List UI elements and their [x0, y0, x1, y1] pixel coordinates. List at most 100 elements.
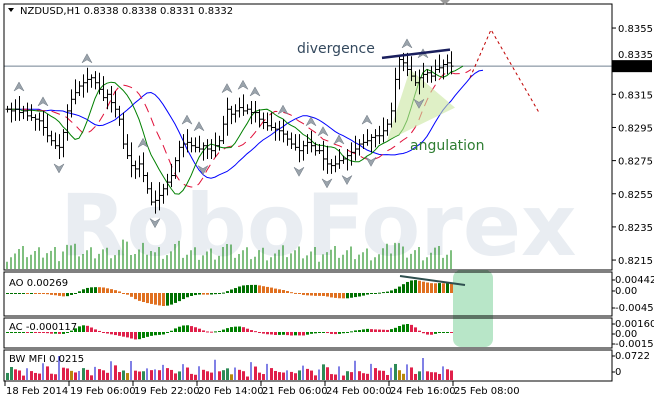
price-bar	[333, 155, 338, 173]
mfi-bar	[22, 375, 25, 380]
ac-bar	[446, 332, 449, 333]
mfi-bar	[274, 370, 277, 380]
mfi-bar	[230, 374, 233, 380]
price-bar	[265, 112, 270, 131]
ac-bar	[246, 328, 249, 332]
price-bar	[121, 112, 126, 150]
mfi-bar	[238, 369, 241, 380]
ac-bar	[358, 330, 361, 332]
ao-bar	[126, 293, 129, 295]
price-bar	[257, 109, 262, 128]
mfi-bar	[434, 372, 437, 380]
price-panel[interactable]	[4, 28, 612, 269]
ac-bar	[42, 332, 45, 333]
mfi-bar	[150, 370, 153, 380]
price-bar	[109, 86, 114, 113]
ac-bar	[334, 332, 337, 335]
ao-bar	[190, 293, 193, 296]
ac-bar	[98, 330, 101, 332]
ao-bar	[34, 293, 37, 294]
ac-bar	[366, 328, 369, 332]
ao-bar	[346, 293, 349, 299]
ao-bar	[322, 293, 325, 296]
price-bar	[69, 89, 74, 118]
ac-bar	[266, 332, 269, 335]
ao-bar	[162, 293, 165, 306]
price-bar	[413, 71, 418, 87]
price-bar	[305, 134, 310, 154]
time-axis-label: 18 Feb 2014	[6, 386, 68, 397]
ao-bar	[378, 292, 381, 294]
mfi-bar	[70, 370, 73, 380]
ac-bar	[234, 326, 237, 332]
price-bar	[329, 158, 334, 174]
ao-bar	[86, 287, 89, 293]
price-bar	[293, 134, 298, 151]
fractal-up-icon	[249, 86, 261, 97]
forecast-line[interactable]	[469, 28, 540, 113]
ac-bar	[338, 332, 341, 334]
ao-bar	[18, 293, 21, 294]
ac-bar	[318, 332, 321, 333]
mfi-bar	[270, 368, 273, 380]
price-bar	[209, 139, 214, 159]
price-bar	[357, 139, 362, 156]
ao-bar	[150, 293, 153, 304]
price-bar	[193, 137, 198, 153]
mfi-bar	[278, 372, 281, 380]
ao-bar	[194, 293, 197, 296]
ao-bar	[434, 283, 437, 293]
ao-divergence-line[interactable]	[399, 275, 466, 286]
mfi-label: BW MFI 0.0215	[9, 354, 84, 365]
price-bar	[77, 81, 82, 96]
ac-bar	[302, 332, 305, 336]
price-bar	[197, 135, 202, 153]
mfi-bar	[378, 370, 381, 380]
chart-shift-icon[interactable]	[440, 0, 450, 5]
ac-bar	[402, 324, 405, 332]
ao-bar	[110, 289, 113, 293]
price-bar	[445, 54, 450, 75]
ac-bar	[298, 332, 301, 336]
ao-bar	[114, 290, 117, 293]
price-bar	[45, 114, 50, 143]
price-axis-label: 0.8235	[618, 223, 653, 234]
price-bar	[297, 134, 302, 163]
ac-bar	[114, 332, 117, 336]
ao-bar	[302, 293, 305, 295]
ac-bar	[30, 331, 33, 333]
divergence-line[interactable]	[381, 48, 451, 60]
price-bar	[353, 135, 358, 161]
price-bar	[241, 94, 246, 116]
ac-bar	[162, 332, 165, 335]
ac-bar	[438, 332, 441, 333]
ac-bar	[414, 327, 417, 332]
ac-bar	[178, 326, 181, 332]
ac-label: AC -0.000117	[9, 322, 77, 333]
mfi-bar	[30, 371, 33, 380]
mfi-bar	[386, 374, 389, 380]
price-bar	[97, 72, 102, 95]
ao-bar	[250, 284, 253, 293]
collapse-triangle-icon[interactable]	[8, 8, 14, 12]
price-bar	[417, 69, 422, 95]
price-bar	[213, 132, 218, 158]
ao-bar	[402, 284, 405, 293]
ao-bar	[70, 293, 73, 295]
ao-bar	[78, 291, 81, 293]
indicator-panels[interactable]	[6, 270, 493, 380]
price-axis-label: 0.8355	[618, 24, 653, 35]
ao-bar	[122, 293, 125, 294]
price-axis-label: 0.8275	[618, 157, 653, 168]
price-bar	[9, 102, 14, 123]
ao-bar	[254, 284, 257, 293]
ac-bar	[50, 332, 53, 334]
price-axis-label: 0.8335	[618, 50, 653, 61]
time-axis-label: 19 Feb 06:00	[70, 386, 136, 397]
ao-bar	[238, 286, 241, 293]
mfi-bar	[98, 369, 101, 380]
ac-bar	[214, 331, 217, 333]
mfi-bar	[142, 371, 145, 380]
price-bar	[425, 69, 430, 83]
